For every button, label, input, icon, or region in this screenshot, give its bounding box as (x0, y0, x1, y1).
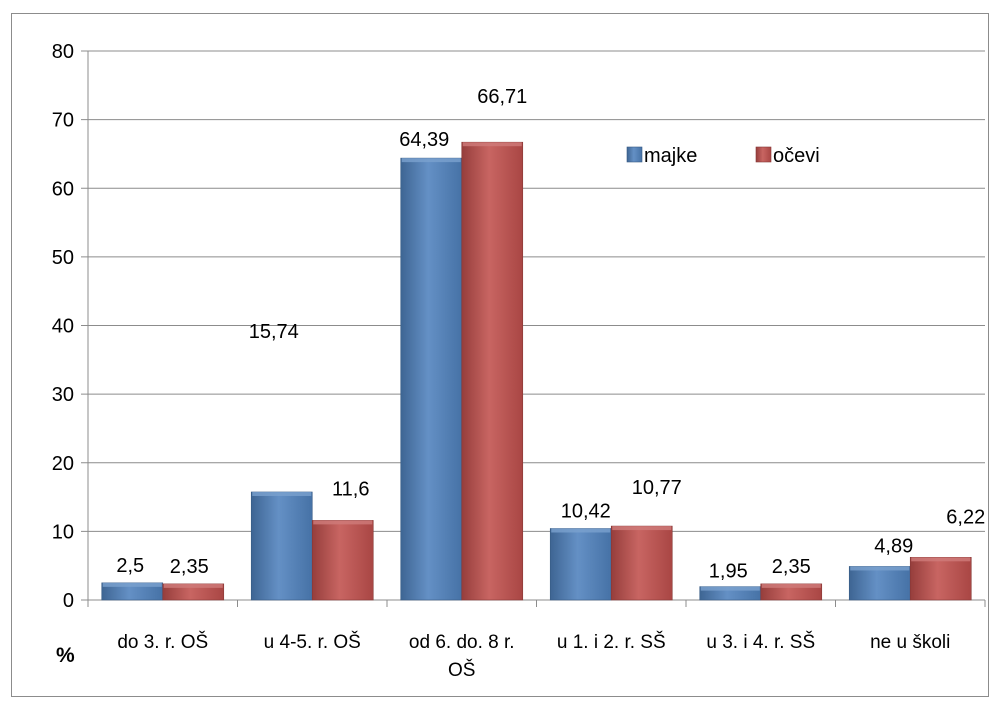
data-label: 2,35 (772, 556, 811, 578)
bar-highlight (252, 491, 312, 496)
bar-highlight (911, 557, 971, 562)
bar-očevi (909, 557, 972, 601)
data-label: 66,71 (477, 86, 527, 108)
x-tick-label: u 1. i 2. r. SŠ (557, 631, 666, 653)
data-label: 2,5 (116, 555, 144, 577)
gridlines (88, 50, 985, 601)
legend-label-očevi: očevi (773, 145, 820, 167)
y-unit-label: % (56, 644, 75, 667)
legend: majke očevi (626, 145, 820, 167)
bar-majke (400, 157, 463, 601)
bar-highlight (850, 566, 910, 571)
data-label: 6,22 (946, 506, 985, 528)
bar-highlight (551, 528, 611, 533)
x-tick-label: u 4-5. r. OŠ (264, 631, 361, 653)
bar-highlight (612, 526, 672, 531)
x-tick-label: do 3. r. OŠ (117, 631, 208, 653)
data-label: 2,35 (170, 556, 209, 578)
legend-swatch-očevi (755, 146, 772, 163)
y-tick-label: 0 (63, 590, 74, 612)
bar-highlight (401, 158, 461, 163)
x-tick-label: ne u školi (870, 632, 950, 653)
y-tick-label: 60 (52, 178, 74, 200)
legend-swatch-majke (626, 146, 643, 163)
y-tick-label: 20 (52, 453, 74, 475)
bar-majke (549, 528, 612, 601)
x-tick-label: od 6. do. 8 r. OŠ (409, 632, 515, 681)
bar-highlight (102, 582, 162, 587)
data-label: 10,42 (561, 500, 611, 522)
y-tick-label: 40 (52, 316, 74, 338)
bar-očevi (610, 525, 673, 601)
bar-majke (250, 491, 313, 601)
bar-očevi (461, 141, 524, 601)
bar-majke (848, 566, 911, 601)
data-label: 4,89 (874, 535, 913, 557)
bars (101, 141, 972, 601)
bar-highlight (462, 142, 522, 147)
data-label: 10,77 (632, 477, 682, 499)
y-axis: 0 10 20 30 40 50 60 70 80 (52, 41, 89, 612)
data-labels: 2,5 2,35 15,74 11,6 64,39 66,71 10,42 10,77 1,95… (116, 86, 985, 582)
bar-highlight (761, 583, 821, 588)
y-tick-label: 50 (52, 247, 74, 269)
x-tick-label: u 3. i 4. r. SŠ (706, 631, 815, 653)
data-label: 64,39 (399, 129, 449, 151)
bar-očevi (311, 520, 374, 601)
y-tick-label: 30 (52, 384, 74, 406)
x-axis: do 3. r. OŠ u 4-5. r. OŠ od 6. do. 8 r. OŠ u… (87, 599, 986, 681)
data-label: 11,6 (332, 478, 369, 500)
data-label: 15,74 (249, 321, 299, 343)
bar-highlight (163, 583, 223, 588)
bar-highlight (313, 520, 373, 525)
data-label: 1,95 (709, 561, 748, 583)
y-tick-label: 70 (52, 110, 74, 132)
legend-label-majke: majke (644, 145, 697, 167)
y-tick-label: 10 (52, 521, 74, 543)
y-tick-label: 80 (52, 41, 74, 63)
bar-highlight (700, 586, 760, 591)
